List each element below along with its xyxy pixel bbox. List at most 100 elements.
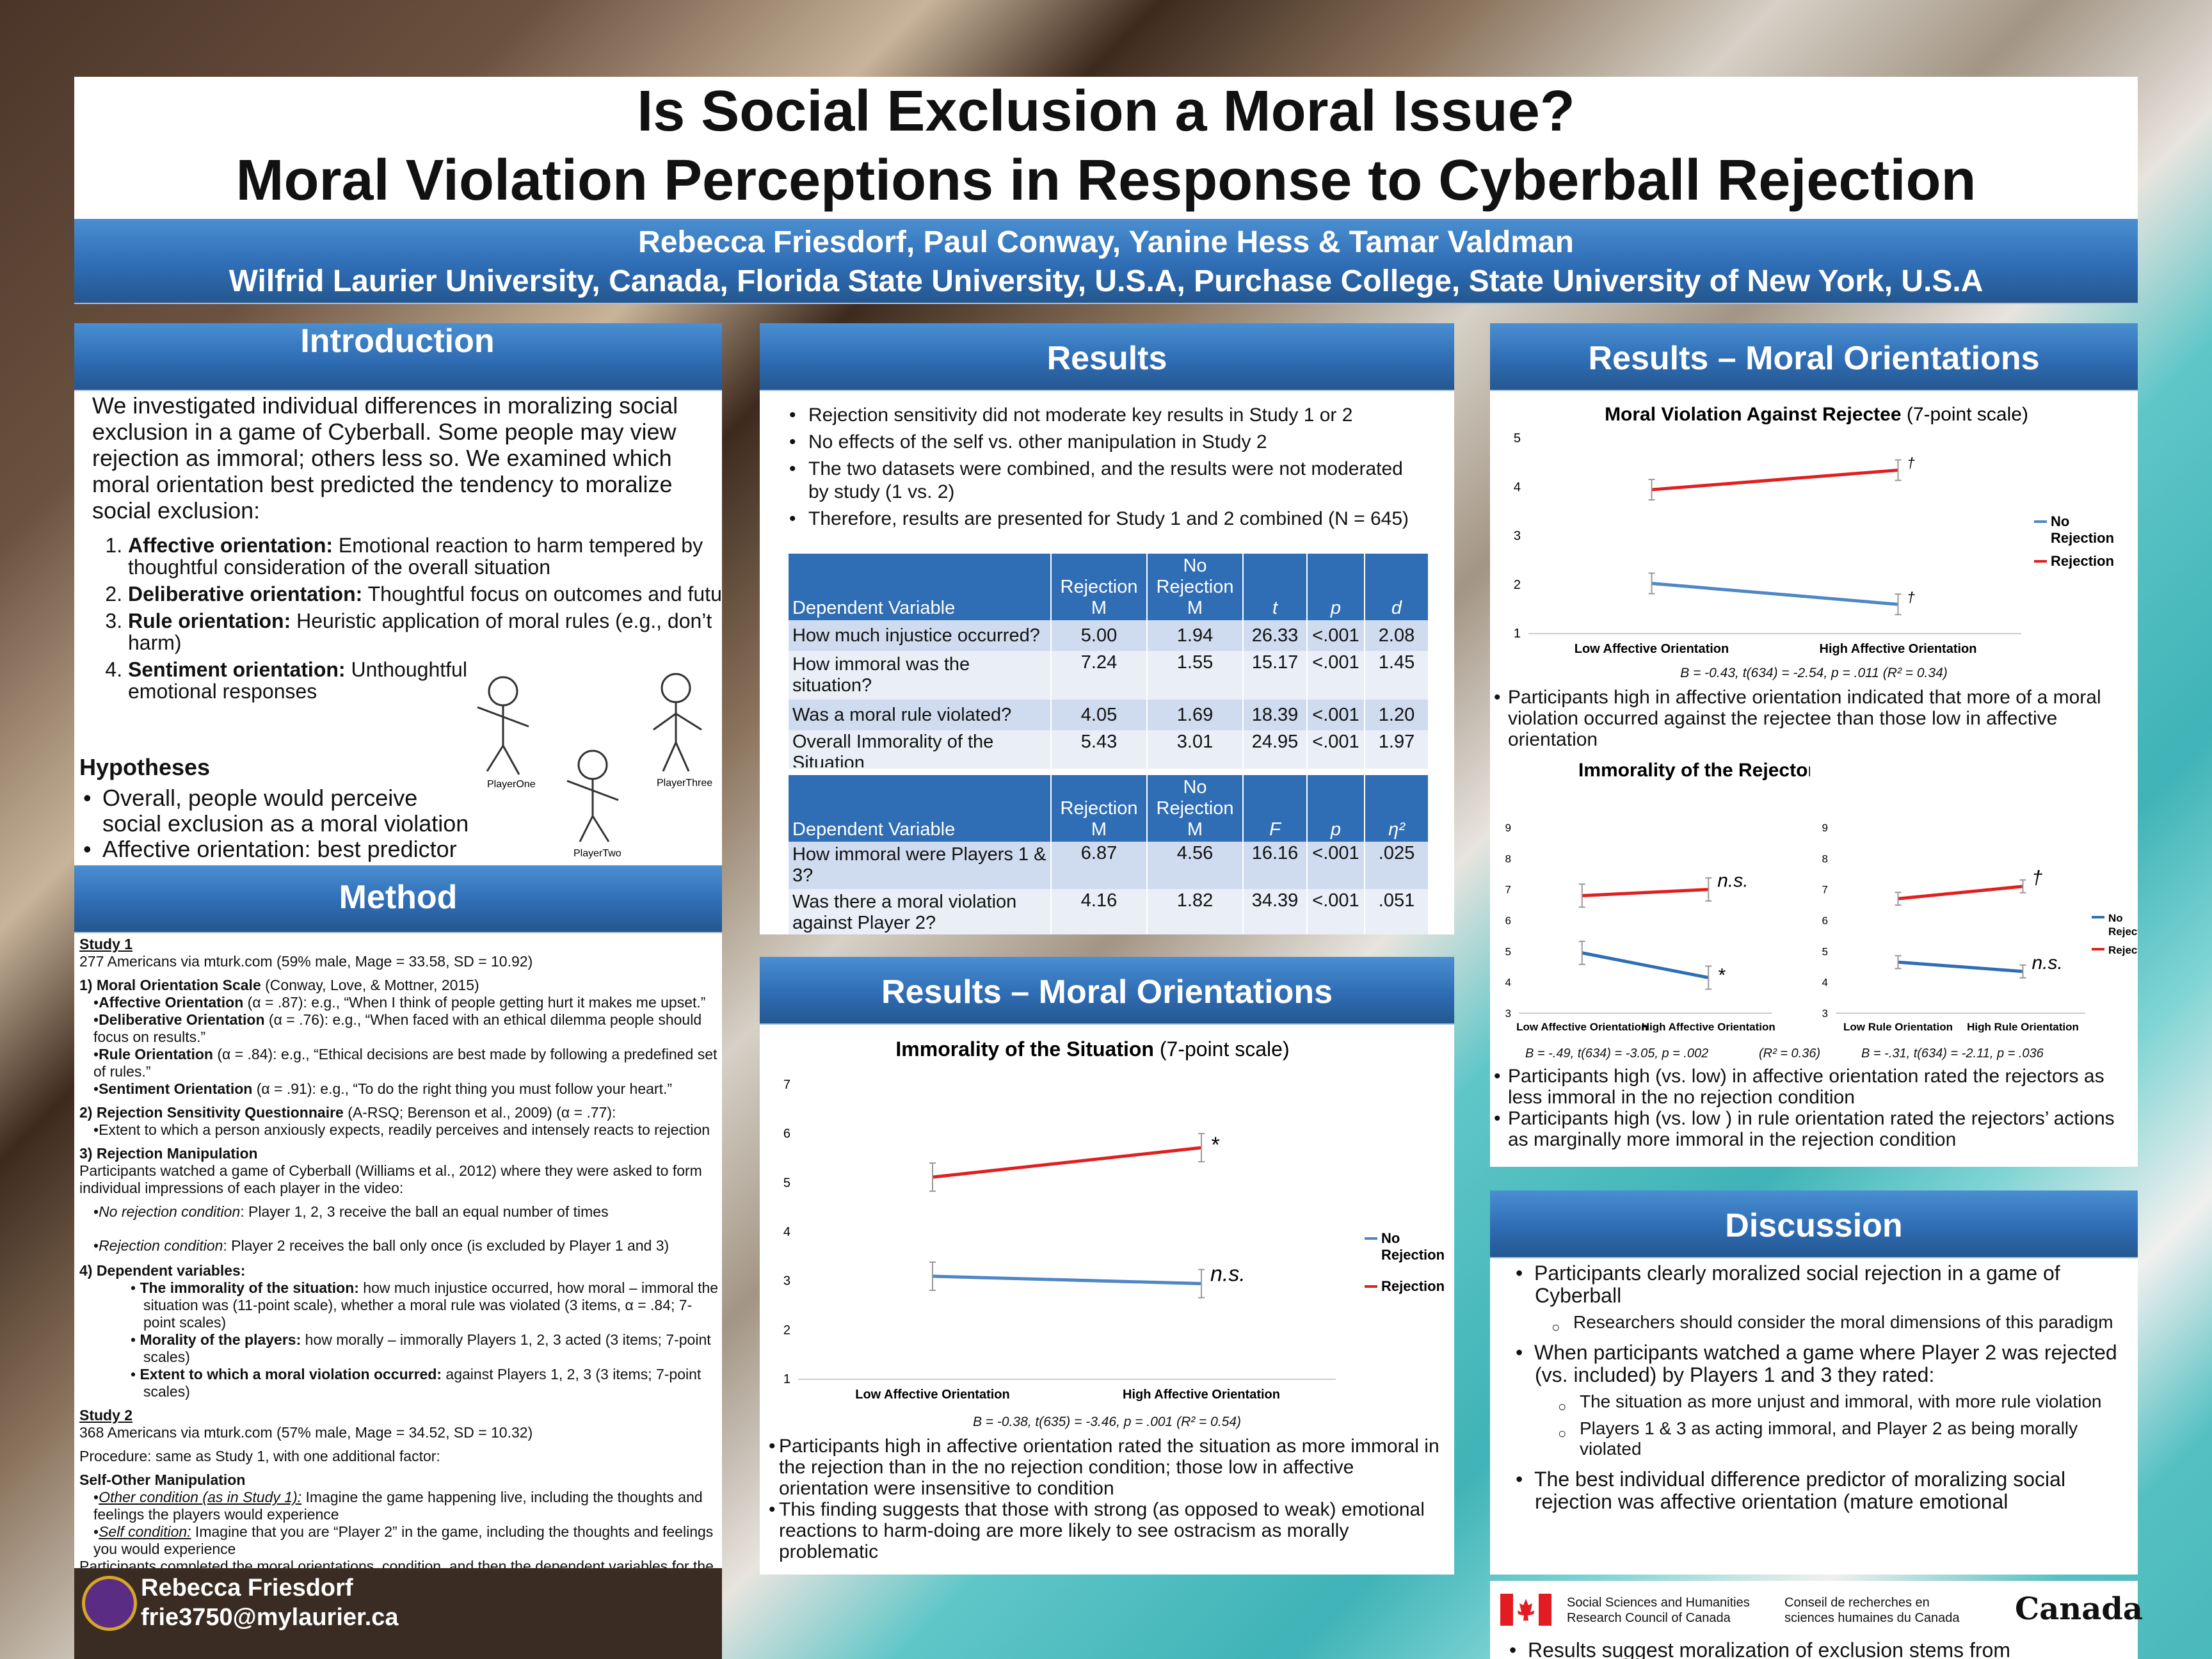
- results-heading: Results: [1046, 340, 1167, 377]
- chart2-stats: B = -.49, t(634) = -3.05, p = .002: [1525, 1046, 1709, 1061]
- legend-label: Rejection: [2108, 944, 2138, 956]
- table-header: No Rejection M: [1147, 554, 1244, 620]
- y-tick-label: 5: [1822, 945, 1828, 958]
- dv-title: 4) Dependent variables:: [79, 1262, 246, 1279]
- poster-title-line1: Is Social Exclusion a Moral Issue?: [637, 79, 1575, 143]
- rmo-right-bullet: Participants high (vs. low) in affective…: [1490, 1066, 2130, 1108]
- rmo-right-bullet: Participants high (vs. low ) in rule ori…: [1490, 1108, 2130, 1150]
- table-cell: 2.08: [1365, 620, 1429, 651]
- y-tick-label: 7: [783, 1078, 790, 1092]
- discussion-bullet: • Participants clearly moralized social …: [1516, 1262, 2060, 1307]
- table-row: Overall Immorality of the Situation 5.43…: [789, 730, 1429, 769]
- series-annotation: †: [1907, 455, 1915, 471]
- series-line: [932, 1146, 1202, 1179]
- table-header: No Rejection M: [1147, 775, 1244, 842]
- table-cell: <.001: [1307, 700, 1365, 730]
- discussion-bullet: • The best individual difference predict…: [1516, 1468, 2066, 1513]
- table-header-row: Dependent Variable Rejection M No Reject…: [789, 554, 1429, 620]
- y-tick-label: 8: [1505, 853, 1511, 865]
- x-tick-label: Low Rule Orientation: [1843, 1021, 1953, 1032]
- discussion-body: • Participants clearly moralized social …: [1509, 1262, 2130, 1513]
- y-tick-label: 3: [1514, 529, 1521, 543]
- study1-sample: 277 Americans via mturk.com (59% male, M…: [79, 953, 533, 970]
- table-cell: 4.56: [1147, 842, 1244, 889]
- table-cell: Was a moral rule violated?: [789, 700, 1052, 730]
- chart0-stats: B = -0.38, t(635) = -3.46, p = .001 (R² …: [972, 1415, 1242, 1429]
- x-tick-label: Low Affective Orientation: [1575, 642, 1729, 656]
- intro-panel: Introduction We investigated individual …: [74, 323, 722, 880]
- x-tick-label: High Rule Orientation: [1967, 1021, 2079, 1032]
- table-cell: 7.24: [1051, 651, 1148, 700]
- dv-item: • Morality of the players: how morally –…: [131, 1331, 711, 1365]
- table-cell: 1.82: [1147, 889, 1244, 934]
- y-tick-label: 5: [1514, 431, 1521, 445]
- table-row: Was there a moral violation against Play…: [789, 889, 1429, 934]
- y-tick-label: 9: [1505, 822, 1511, 834]
- mos-item: •Rule Orientation (α = .84): e.g., “Ethi…: [93, 1046, 717, 1080]
- y-tick-label: 6: [1505, 915, 1511, 927]
- legend-label: Rejection: [2051, 553, 2114, 569]
- method-panel: Method Study 1 277 Americans via mturk.c…: [74, 865, 722, 1568]
- player-one-label: PlayerOne: [487, 779, 536, 790]
- chart-title: Immorality of the Situation (7-point sca…: [895, 1038, 1289, 1061]
- table-cell: 5.43: [1051, 730, 1148, 769]
- mos-item: •Sentiment Orientation (α = .91): e.g., …: [93, 1080, 673, 1097]
- table-header: p: [1307, 775, 1365, 842]
- legend-label: No: [2051, 513, 2069, 529]
- discussion-overflow: • Results suggest moralization of exclus…: [1490, 1640, 2138, 1659]
- chart-title-suffix: (7-point scale): [1154, 1038, 1290, 1061]
- series-annotation: *: [1210, 1133, 1220, 1157]
- results-bullet: The two datasets were combined, and the …: [785, 458, 1425, 504]
- rm-no-condition: •No rejection condition: Player 1, 2, 3 …: [93, 1203, 609, 1220]
- y-tick-label: 7: [1822, 884, 1828, 896]
- series-annotation: *: [1717, 965, 1726, 986]
- rmo-right-bullet: Participants high in affective orientati…: [1490, 687, 2130, 750]
- legend-label: Rejection: [2051, 530, 2114, 546]
- y-tick-label: 1: [1514, 627, 1521, 641]
- y-tick-label: 3: [1505, 1007, 1511, 1020]
- rmo-right-panel: Results – Moral Orientations Moral Viola…: [1490, 323, 2138, 1167]
- table-cell: 26.33: [1243, 620, 1308, 651]
- legend-label: Rejection: [1381, 1278, 1445, 1294]
- rsq-desc: •Extent to which a person anxiously expe…: [93, 1121, 710, 1138]
- hypotheses-list: Overall, people would perceive social ex…: [79, 785, 476, 863]
- series-line: [1582, 888, 1709, 897]
- rmo-right-bullet1: Participants high in affective orientati…: [1490, 687, 2130, 750]
- table-header-row: Dependent Variable Rejection M No Reject…: [789, 775, 1429, 842]
- discussion-sub-item: Researchers should consider the moral di…: [1548, 1312, 2130, 1338]
- contact-email: frie3750@mylaurier.ca: [141, 1604, 399, 1631]
- table-cell: 1.20: [1365, 700, 1429, 730]
- discussion-bullet: • When participants watched a game where…: [1516, 1341, 2117, 1386]
- legend-label: No: [2108, 912, 2123, 924]
- table-cell: 1.55: [1147, 651, 1244, 700]
- discussion-sub: Researchers should consider the moral di…: [1548, 1312, 2130, 1338]
- y-tick-label: 4: [1822, 977, 1828, 989]
- y-tick-label: 5: [783, 1176, 790, 1190]
- method-header: Method: [74, 865, 722, 933]
- series-line: [932, 1274, 1202, 1285]
- contact-block: Rebecca Friesdorf frie3750@mylaurier.ca: [74, 1568, 722, 1659]
- self-other-title: Self-Other Manipulation: [79, 1471, 246, 1488]
- mos-title: 1) Moral Orientation Scale (Conway, Love…: [79, 977, 479, 993]
- table-cell: .025: [1365, 842, 1429, 889]
- chart2-r2: (R² = 0.36): [1759, 1046, 1821, 1061]
- x-tick-label: High Affective Orientation: [1820, 642, 1977, 656]
- chart-rejectors-affective: Immorality of the Rejectors' Actions (11…: [1505, 760, 1810, 1032]
- table-header: p: [1307, 554, 1365, 620]
- orientation-item: Rule orientation: Heuristic application …: [128, 610, 722, 653]
- y-tick-label: 5: [1505, 945, 1511, 958]
- results-bullet: Rejection sensitivity did not moderate k…: [785, 404, 1425, 427]
- table-cell: 34.39: [1243, 889, 1308, 934]
- discussion-sub-item: The situation as more unjust and immoral…: [1554, 1391, 2130, 1417]
- rmo-center-bullet: Participants high in affective orientati…: [765, 1436, 1443, 1499]
- rmo-center-bullet: This finding suggests that those with st…: [765, 1499, 1443, 1562]
- y-tick-label: 4: [1514, 480, 1521, 494]
- table-cell: How immoral were Players 1 & 3?: [789, 842, 1052, 889]
- results-bullet: No effects of the self vs. other manipul…: [785, 431, 1425, 454]
- series-annotation: n.s.: [2032, 952, 2063, 974]
- table-header: Rejection M: [1051, 554, 1148, 620]
- hypothesis-item: Overall, people would perceive social ex…: [79, 785, 476, 837]
- chart3-stats: B = -.31, t(634) = -2.11, p = .036: [1861, 1046, 2044, 1061]
- rm-title: 3) Rejection Manipulation: [79, 1145, 258, 1162]
- study2-sample: 368 Americans via mturk.com (57% male, M…: [79, 1424, 533, 1441]
